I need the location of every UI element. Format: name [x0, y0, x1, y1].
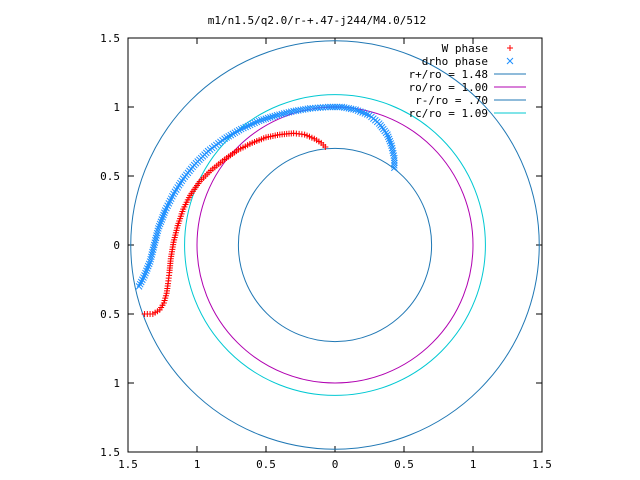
drho-phase-point [386, 137, 394, 145]
drho-phase-point [244, 122, 252, 130]
drho-phase-point [160, 211, 167, 219]
drho-phase-point [317, 104, 324, 111]
y-tick-label: 0.5 [100, 308, 120, 321]
phase-points [135, 103, 398, 317]
drho-phase-point [240, 124, 247, 132]
x-tick-label: 1.5 [118, 458, 138, 471]
drho-phase-point [255, 117, 263, 125]
drho-phase-point [135, 283, 143, 290]
drho-phase-point [257, 116, 265, 124]
drho-phase-point [157, 218, 165, 226]
drho-phase-point [146, 258, 154, 265]
drho-phase-point [237, 125, 245, 133]
legend-label: rc/ro = 1.09 [409, 107, 488, 120]
chart-title: m1/n1.5/q2.0/r-+.47-j244/M4.0/512 [208, 14, 427, 27]
drho-phase-point [363, 111, 371, 118]
drho-phase-point [246, 121, 254, 129]
drho-phase-point [142, 269, 149, 277]
x-tick-label: 0 [332, 458, 339, 471]
y-tick-label: 0 [113, 239, 120, 252]
y-tick-label: 1.5 [100, 32, 120, 45]
drho-phase-point [387, 140, 395, 147]
drho-phase-point [235, 126, 243, 134]
y-tick-label: 1 [113, 377, 120, 390]
drho-phase-point [356, 108, 364, 115]
drho-phase-point [161, 209, 168, 217]
legend-marker [506, 57, 514, 65]
y-tick-label: 1 [113, 101, 120, 114]
drho-phase-point [227, 131, 235, 139]
drho-phase-point [159, 213, 167, 221]
drho-phase-point [390, 154, 398, 162]
drho-phase-point [390, 164, 398, 172]
drho-phase-point [388, 144, 396, 152]
legend-marker [507, 45, 513, 51]
legend-label: W phase [442, 42, 488, 55]
drho-phase-point [314, 104, 322, 112]
drho-phase-point [384, 133, 392, 141]
legend-label: drho phase [422, 55, 488, 68]
drho-phase-point [388, 142, 395, 149]
x-tick-label: 0.5 [394, 458, 414, 471]
drho-phase-point [385, 135, 393, 143]
drho-phase-point [324, 103, 332, 111]
drho-phase-point [390, 161, 398, 169]
drho-phase-point [359, 109, 366, 116]
drho-phase-point [390, 159, 398, 167]
drho-phase-point [242, 123, 249, 131]
drho-phase-point [354, 107, 362, 115]
drho-phase-point [155, 222, 163, 230]
drho-phase-point [253, 118, 261, 126]
w-phase-point [141, 311, 148, 317]
drho-phase-point [229, 130, 237, 138]
drho-phase-point [262, 115, 270, 123]
drho-phase-point [264, 114, 272, 122]
drho-phase-point [266, 113, 274, 121]
x-tick-label: 1 [194, 458, 201, 471]
legend-label: r-/ro = .70 [415, 94, 488, 107]
drho-phase-point [389, 147, 397, 154]
drho-phase-point [249, 120, 256, 128]
reference-circle [184, 94, 486, 396]
drho-phase-point [271, 112, 279, 120]
drho-phase-point [143, 265, 151, 272]
x-tick-label: 1 [470, 458, 477, 471]
reference-circle [237, 147, 433, 343]
drho-phase-point [311, 104, 319, 112]
drho-phase-point [322, 103, 329, 111]
drho-phase-point [389, 149, 397, 157]
drho-phase-point [223, 134, 231, 141]
drho-phase-point [158, 216, 166, 223]
drho-phase-point [390, 152, 398, 159]
drho-phase-point [260, 116, 267, 123]
drho-phase-point [319, 104, 327, 111]
x-tick-label: 0.5 [256, 458, 276, 471]
drho-phase-point [269, 113, 276, 121]
drho-phase-point [231, 129, 239, 137]
drho-phase-point [225, 132, 233, 140]
legend-label: r+/ro = 1.48 [409, 68, 488, 81]
drho-phase-point [156, 220, 164, 228]
drho-phase-point [161, 207, 169, 214]
drho-phase-point [147, 255, 155, 263]
drho-phase-point [145, 260, 153, 268]
drho-phase-point [144, 262, 152, 270]
drho-phase-point [366, 111, 373, 119]
drho-phase-point [251, 119, 258, 127]
y-tick-label: 1.5 [100, 446, 120, 459]
drho-phase-point [361, 110, 369, 117]
drho-phase-point [273, 111, 281, 119]
drho-phase-point [233, 128, 241, 135]
legend-label: ro/ro = 1.00 [409, 81, 488, 94]
drho-phase-point [143, 267, 150, 275]
y-tick-label: 0.5 [100, 170, 120, 183]
reference-circle [130, 40, 540, 450]
x-tick-label: 1.5 [532, 458, 552, 471]
